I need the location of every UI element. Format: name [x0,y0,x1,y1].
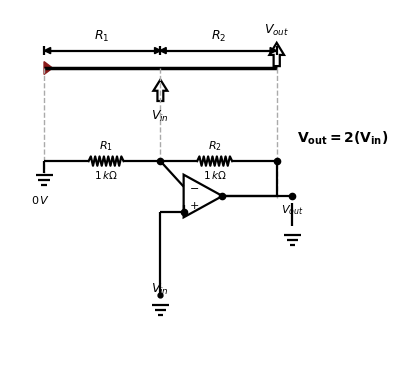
Polygon shape [44,62,52,74]
Text: $V_{in}$: $V_{in}$ [151,109,170,124]
Text: $+$: $+$ [189,200,199,211]
Polygon shape [154,47,161,54]
Text: $R_2$: $R_2$ [208,140,222,153]
Text: $-$: $-$ [189,181,199,192]
Text: $V_{out}$: $V_{out}$ [281,203,304,217]
Text: $1\,k\Omega$: $1\,k\Omega$ [203,169,227,181]
Text: $\mathbf{V_{out}=2(V_{in})}$: $\mathbf{V_{out}=2(V_{in})}$ [297,129,388,147]
Text: $V_{out}$: $V_{out}$ [264,23,289,38]
Polygon shape [270,47,276,54]
Text: $V_{in}$: $V_{in}$ [151,282,170,297]
Polygon shape [44,47,51,54]
Text: $1\,k\Omega$: $1\,k\Omega$ [94,169,118,181]
Text: $R_1$: $R_1$ [99,140,113,153]
Text: $R_1$: $R_1$ [94,29,110,44]
Text: $0\,V$: $0\,V$ [31,194,50,206]
Polygon shape [160,47,166,54]
Text: $R_2$: $R_2$ [211,29,226,44]
